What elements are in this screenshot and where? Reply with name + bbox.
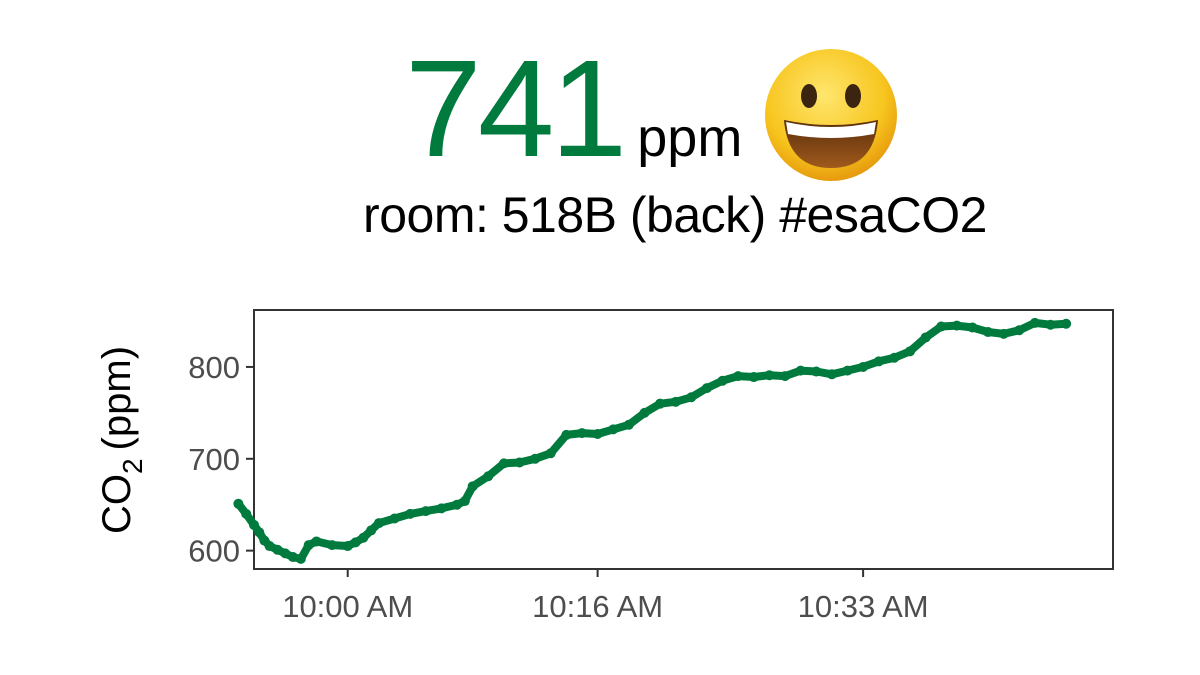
co2-reading: 741 ppm (405, 32, 900, 186)
co2-data-point (327, 540, 338, 551)
co2-data-point (967, 322, 978, 333)
co2-data-point (459, 496, 470, 507)
x-tick-label: 10:16 AM (532, 589, 663, 624)
x-tick-label: 10:33 AM (798, 589, 929, 624)
co2-data-point (998, 328, 1009, 339)
series-layer (233, 317, 1072, 564)
co2-data-point (764, 370, 775, 381)
y-axis-title: CO2(ppm) (95, 346, 148, 534)
co2-data-point (514, 457, 525, 468)
x-tick-label: 10:00 AM (282, 589, 413, 624)
co2-data-point (545, 448, 556, 459)
co2-unit: ppm (637, 108, 743, 168)
co2-data-point (826, 369, 837, 380)
co2-data-point (373, 518, 384, 529)
x-axis: 10:00 AM 10:16 AM 10:33 AM (282, 569, 929, 624)
co2-data-point (951, 320, 962, 331)
co2-data-point (639, 407, 650, 418)
co2-data-point (889, 352, 900, 363)
co2-data-point (436, 503, 447, 514)
co2-data-point (920, 332, 931, 343)
y-tick-label: 600 (188, 534, 240, 569)
co2-data-point (241, 508, 252, 519)
co2-data-point (530, 453, 541, 464)
y-axis: 600 700 800 (188, 350, 254, 569)
co2-data-point (717, 375, 728, 386)
co2-data-point (264, 541, 275, 552)
co2-data-point (233, 498, 244, 509)
co2-data-point (686, 392, 697, 403)
co2-data-point (350, 537, 361, 548)
co2-data-point (655, 398, 666, 409)
room-label: room: 518B (back) #esaCO2 (363, 187, 987, 243)
co2-data-point (858, 361, 869, 372)
co2-data-point (303, 540, 314, 551)
co2-data-point (670, 396, 681, 407)
co2-data-point (936, 321, 947, 332)
co2-data-point (420, 506, 431, 517)
co2-data-point (780, 371, 791, 382)
co2-data-point (405, 508, 416, 519)
co2-data-point (254, 527, 265, 538)
co2-data-point (295, 553, 306, 564)
y-tick-label: 800 (188, 350, 240, 385)
plot-panel (253, 309, 1114, 570)
co2-data-point (467, 481, 478, 492)
co2-data-point (608, 424, 619, 435)
co2-data-point (842, 365, 853, 376)
co2-data-point (733, 371, 744, 382)
co2-data-point (904, 346, 915, 357)
co2-data-point (811, 366, 822, 377)
co2-data-point (389, 513, 400, 524)
co2-data-point (576, 428, 587, 439)
co2-data-point (366, 525, 377, 536)
co2-data-point (592, 428, 603, 439)
co2-data-point (1061, 318, 1072, 329)
co2-value: 741 (405, 32, 627, 186)
co2-data-point (701, 383, 712, 394)
co2-data-point (272, 544, 283, 555)
co2-data-point (983, 327, 994, 338)
co2-data-point (795, 365, 806, 376)
co2-data-point (452, 499, 463, 510)
co2-data-point (342, 541, 353, 552)
co2-data-point (498, 458, 509, 469)
co2-data-point (748, 372, 759, 383)
co2-data-point (280, 548, 291, 559)
y-tick-label: 700 (188, 442, 240, 477)
co2-data-point (1029, 317, 1040, 328)
co2-data-point (561, 429, 572, 440)
co2-data-point (873, 356, 884, 367)
co2-data-point (249, 519, 259, 530)
co2-data-point (288, 552, 299, 563)
grinning-face-icon (765, 49, 898, 181)
co2-data-point (1014, 325, 1025, 336)
co2-data-point (623, 419, 634, 430)
co2-data-point (358, 532, 369, 543)
co2-data-point (1045, 319, 1056, 330)
co2-data-point (483, 471, 494, 482)
co2-series-line (234, 318, 1071, 563)
co2-data-point (311, 536, 322, 547)
